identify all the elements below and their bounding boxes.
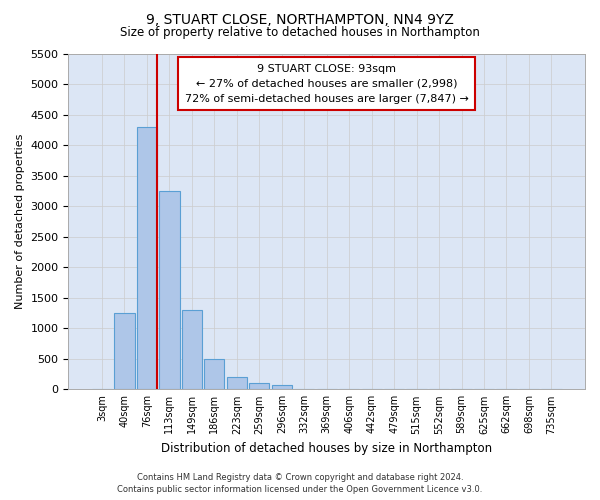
X-axis label: Distribution of detached houses by size in Northampton: Distribution of detached houses by size … [161,442,492,455]
Bar [115,313,134,390]
Bar [249,383,269,390]
Text: Contains HM Land Registry data © Crown copyright and database right 2024.
Contai: Contains HM Land Registry data © Crown c… [118,472,482,494]
Bar [272,384,292,390]
Bar [227,377,247,390]
Text: Size of property relative to detached houses in Northampton: Size of property relative to detached ho… [120,26,480,39]
Text: 9 STUART CLOSE: 93sqm
← 27% of detached houses are smaller (2,998)
72% of semi-d: 9 STUART CLOSE: 93sqm ← 27% of detached … [185,64,469,104]
Text: 9, STUART CLOSE, NORTHAMPTON, NN4 9YZ: 9, STUART CLOSE, NORTHAMPTON, NN4 9YZ [146,12,454,26]
Bar [159,191,179,390]
Bar [204,359,224,390]
Y-axis label: Number of detached properties: Number of detached properties [15,134,25,310]
Bar [137,127,157,390]
Bar [182,310,202,390]
